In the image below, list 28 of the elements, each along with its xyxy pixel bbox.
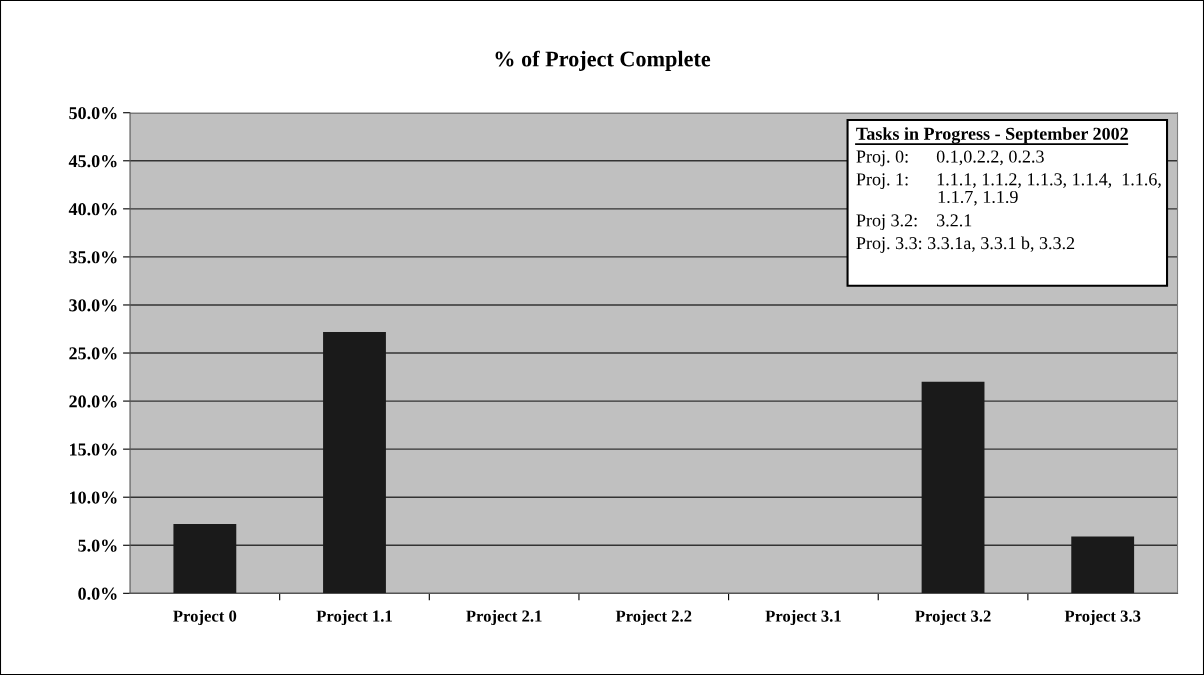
x-tick-label: Project 3.2 [915, 609, 991, 626]
y-tick-label: 20.0% [69, 395, 117, 408]
y-tick-label: 45.0% [68, 155, 117, 168]
x-tick-label: Project 1.1 [316, 609, 392, 626]
y-tick-label: 50.0% [69, 106, 117, 120]
chart-title: % of Project Complete [495, 50, 711, 71]
x-tick-label: Project 3.1 [765, 609, 841, 626]
y-tick-label: 15.0% [70, 443, 117, 456]
bar [921, 381, 985, 594]
y-tick-label: 5.0% [78, 539, 117, 552]
annotation: Proj. 3.3: 3.3.1a, 3.3.1 b, 3.3.2 [856, 236, 1075, 253]
x-tick-label: Project 2.2 [615, 609, 692, 626]
y-tick-label: 35.0% [69, 251, 117, 264]
y-tick-label: 10.0% [70, 491, 117, 504]
annotation: Tasks in Progress - September 2002 [856, 127, 1128, 144]
x-tick-label: Project 2.1 [466, 609, 542, 626]
annotation: Proj. 1: 1.1.1, 1.1.2, 1.1.3, 1.1.4, 1.1.6, 1.1.7, 1.1.9 [856, 173, 1161, 206]
bar [173, 524, 237, 594]
annotation: Proj. 0: 0.1,0.2.2, 0.2.3 [856, 150, 1044, 167]
y-tick-label: 25.0% [69, 347, 117, 360]
x-tick-label: Project 0 [173, 609, 237, 626]
bar [1071, 536, 1135, 594]
y-tick-label: 40.0% [68, 203, 117, 216]
annotation: Proj 3.2: 3.2.1 [856, 214, 972, 231]
y-tick-label: 0.0% [78, 587, 117, 600]
bar [323, 331, 386, 594]
x-tick-label: Project 3.3 [1064, 609, 1141, 626]
y-tick-label: 30.0% [69, 299, 117, 312]
